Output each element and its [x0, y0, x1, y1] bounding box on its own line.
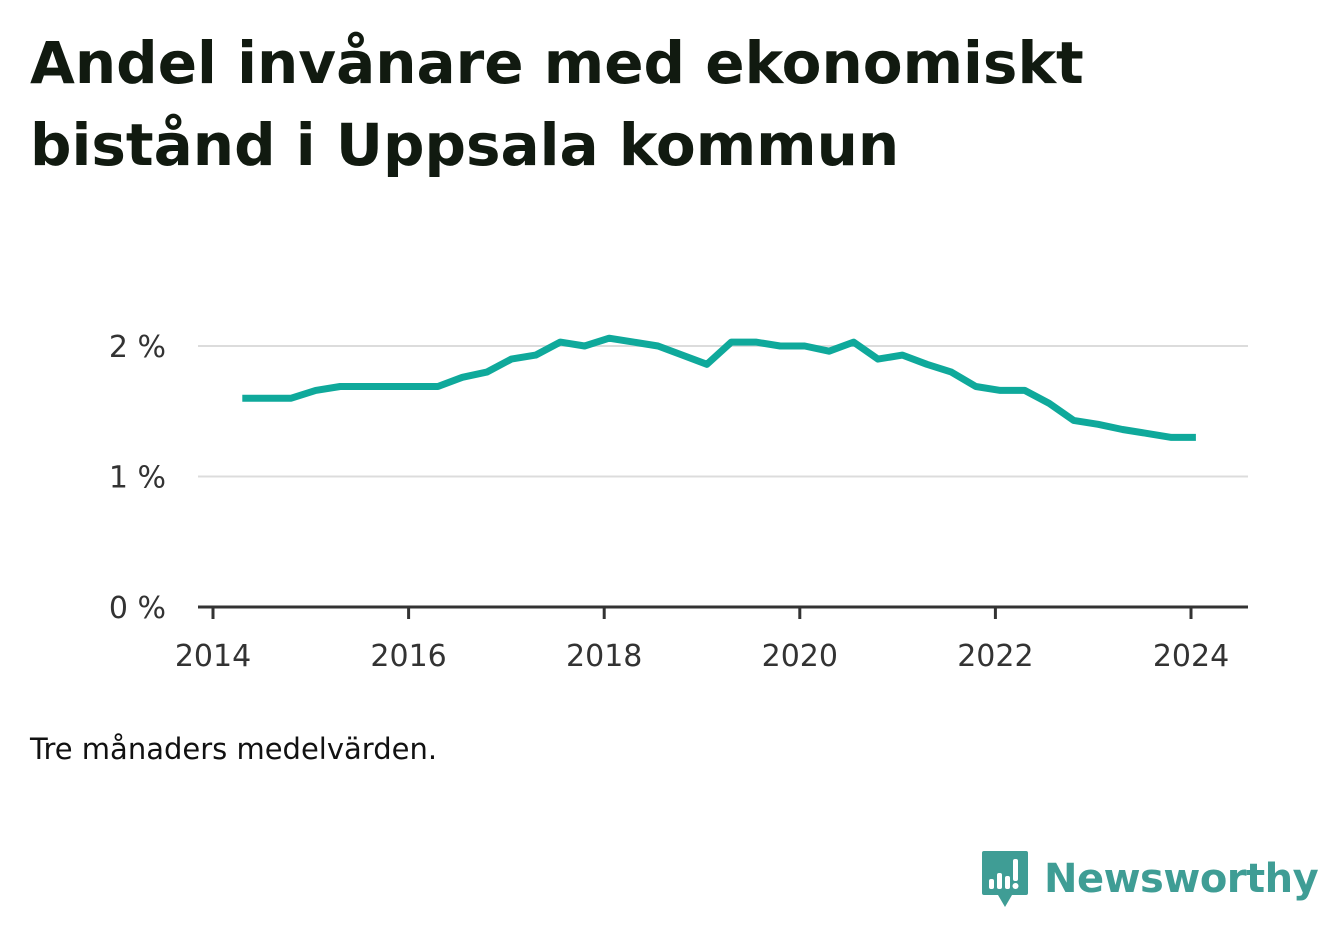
chart-title: Andel invånare med ekonomiskt bistånd i … — [30, 29, 1084, 179]
y-axis-tick-labels: 0 % 1 % 2 % — [109, 330, 166, 626]
newsworthy-logo-icon — [982, 851, 1028, 907]
series-line — [242, 334, 1196, 441]
x-axis-tick-labels: 2014 2016 2018 2020 2022 2024 — [175, 607, 1229, 674]
x-tick-label: 2020 — [762, 639, 838, 674]
x-tick-label: 2022 — [957, 639, 1033, 674]
y-tick-label: 2 % — [109, 330, 166, 365]
series-layer — [242, 334, 1196, 441]
brand-logo[interactable]: Newsworthy — [980, 848, 1319, 910]
brand-name: Newsworthy — [1044, 856, 1319, 902]
x-tick-label: 2016 — [370, 639, 446, 674]
x-tick-label: 2018 — [566, 639, 642, 674]
x-tick-label: 2014 — [175, 639, 251, 674]
y-tick-label: 0 % — [109, 591, 166, 626]
gridlines — [198, 345, 1248, 478]
x-tick-label: 2024 — [1153, 639, 1229, 674]
y-tick-label: 1 % — [109, 461, 166, 496]
chart-note: Tre månaders medelvärden. — [30, 732, 438, 766]
